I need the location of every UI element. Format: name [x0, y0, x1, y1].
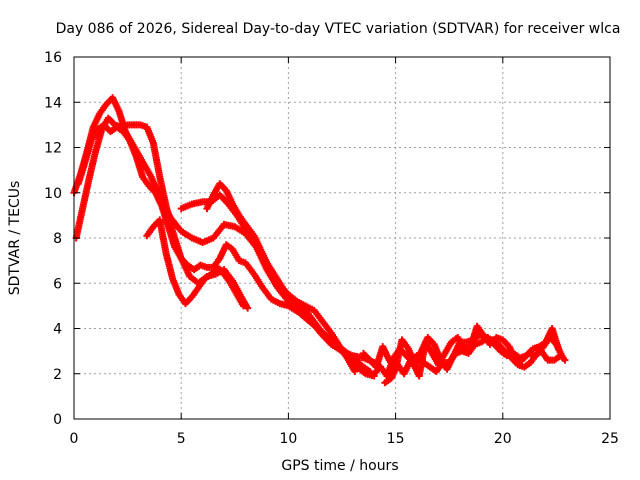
series-track-f — [203, 180, 359, 375]
series-track-a — [70, 94, 385, 371]
x-tick-label: 15 — [387, 431, 405, 447]
y-tick-label: 4 — [53, 322, 62, 338]
y-tick-label: 2 — [53, 367, 62, 383]
y-tick-label: 14 — [44, 95, 62, 111]
data-points — [70, 94, 569, 387]
y-tick-label: 8 — [53, 231, 62, 247]
x-tick-label: 10 — [279, 431, 297, 447]
axis-ticks: 0 5 10 15 20 25 0 2 4 6 8 10 12 14 16 — [44, 50, 619, 447]
y-tick-label: 12 — [44, 141, 62, 157]
series-track-i — [381, 325, 563, 387]
x-tick-label: 5 — [177, 431, 186, 447]
data-point — [351, 367, 359, 375]
y-tick-label: 10 — [44, 186, 62, 202]
x-tick-label: 25 — [601, 431, 619, 447]
x-axis-label: GPS time / hours — [281, 458, 398, 474]
x-tick-label: 0 — [70, 431, 79, 447]
y-tick-label: 16 — [44, 50, 62, 66]
data-point — [239, 302, 247, 310]
data-point — [561, 356, 569, 364]
y-tick-label: 6 — [53, 276, 62, 292]
chart-title: Day 086 of 2026, Sidereal Day-to-day VTE… — [56, 21, 621, 37]
grid-lines — [74, 57, 610, 419]
y-tick-label: 0 — [53, 412, 62, 428]
data-point — [555, 345, 563, 353]
x-tick-label: 20 — [494, 431, 512, 447]
data-point — [244, 304, 252, 312]
series-track-d — [143, 216, 247, 310]
y-axis-label: SDTVAR / TECUs — [7, 181, 23, 296]
